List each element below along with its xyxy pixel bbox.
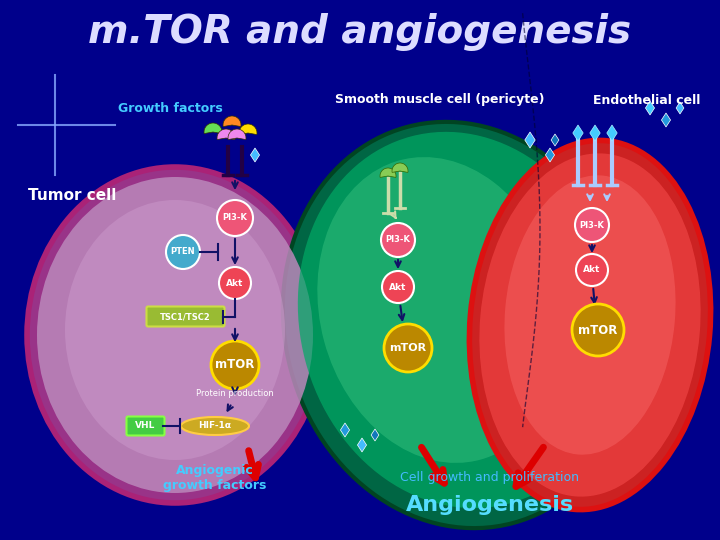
Text: PI3-K: PI3-K	[386, 235, 410, 245]
Text: Angiogenesis: Angiogenesis	[406, 495, 574, 515]
Ellipse shape	[181, 417, 249, 435]
Circle shape	[381, 223, 415, 257]
Text: HIF-1α: HIF-1α	[199, 422, 232, 430]
Text: mTOR: mTOR	[390, 343, 426, 353]
Circle shape	[211, 341, 259, 389]
Ellipse shape	[37, 177, 313, 493]
Circle shape	[382, 271, 414, 303]
Ellipse shape	[469, 140, 711, 510]
Text: TSC1/TSC2: TSC1/TSC2	[160, 313, 210, 321]
Ellipse shape	[65, 200, 285, 460]
Text: PI3-K: PI3-K	[580, 220, 604, 230]
Ellipse shape	[298, 132, 622, 508]
FancyBboxPatch shape	[146, 307, 225, 327]
Wedge shape	[204, 123, 222, 133]
Text: PTEN: PTEN	[171, 247, 195, 256]
Text: mTOR: mTOR	[578, 323, 618, 336]
Text: Protein production: Protein production	[196, 388, 274, 397]
Text: Angiogenic
growth factors: Angiogenic growth factors	[163, 464, 266, 492]
Polygon shape	[525, 132, 535, 148]
Text: Growth factors: Growth factors	[118, 102, 222, 114]
Text: Cell growth and proliferation: Cell growth and proliferation	[400, 471, 580, 484]
Text: Endothelial cell: Endothelial cell	[593, 93, 700, 106]
Text: m.TOR and angiogenesis: m.TOR and angiogenesis	[89, 13, 631, 51]
Text: Akt: Akt	[390, 282, 407, 292]
Polygon shape	[341, 423, 349, 437]
Ellipse shape	[480, 153, 701, 497]
Polygon shape	[573, 125, 583, 141]
Circle shape	[384, 324, 432, 372]
Text: PI3-K: PI3-K	[222, 213, 248, 222]
Circle shape	[575, 208, 609, 242]
Polygon shape	[607, 125, 617, 141]
Ellipse shape	[318, 157, 562, 463]
Polygon shape	[251, 148, 259, 162]
Polygon shape	[645, 101, 654, 115]
Wedge shape	[217, 129, 235, 139]
Circle shape	[219, 267, 251, 299]
Polygon shape	[371, 429, 379, 441]
Text: Akt: Akt	[583, 266, 600, 274]
Wedge shape	[380, 168, 396, 177]
Text: Smooth muscle cell (pericyte): Smooth muscle cell (pericyte)	[335, 93, 544, 106]
Text: Akt: Akt	[226, 279, 243, 287]
Ellipse shape	[505, 176, 675, 455]
Circle shape	[572, 304, 624, 356]
Text: VHL: VHL	[135, 422, 156, 430]
Polygon shape	[357, 438, 366, 452]
Text: mTOR: mTOR	[215, 359, 255, 372]
Circle shape	[166, 235, 200, 269]
Wedge shape	[392, 163, 408, 172]
Circle shape	[217, 200, 253, 236]
Polygon shape	[676, 102, 684, 114]
Polygon shape	[590, 125, 600, 141]
Circle shape	[576, 254, 608, 286]
Ellipse shape	[283, 122, 637, 528]
Text: Tumor cell: Tumor cell	[28, 187, 117, 202]
Wedge shape	[239, 124, 257, 134]
Polygon shape	[662, 113, 670, 127]
Wedge shape	[223, 116, 241, 126]
Ellipse shape	[27, 167, 323, 503]
Polygon shape	[551, 134, 559, 146]
FancyBboxPatch shape	[127, 416, 164, 435]
Wedge shape	[228, 129, 246, 139]
Polygon shape	[546, 148, 554, 162]
